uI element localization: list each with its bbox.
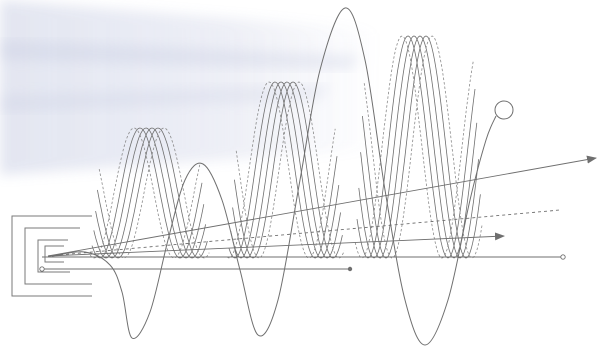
endpoints	[39, 100, 566, 272]
short-ray-end-dot	[347, 266, 353, 272]
wave-cluster-large-line	[360, 35, 479, 259]
circle-endpoint	[494, 100, 514, 120]
wave-cluster-medium-line	[232, 81, 341, 259]
wave-cluster-medium-line	[228, 81, 338, 259]
wave-cluster-large	[354, 35, 483, 259]
wave-cluster-large-line	[362, 35, 481, 259]
ray-upper-arrow	[47, 155, 597, 257]
wave-cluster-large-line	[356, 35, 476, 259]
background-haze	[0, 0, 380, 175]
large-oscillation	[51, 7, 497, 346]
wave-cluster-medium-line	[235, 81, 345, 259]
wave-cluster-medium	[226, 81, 345, 259]
arrow-rays	[42, 155, 597, 270]
bracket-middle	[24, 227, 92, 285]
wave-cluster-large-line	[354, 35, 474, 259]
bracket-outer	[11, 215, 92, 297]
origin-dot	[39, 266, 45, 272]
wave-cluster-small-line	[91, 127, 203, 259]
wave-cluster-medium-line	[230, 81, 340, 259]
wave-cluster-small	[89, 127, 210, 259]
wave-cluster-small-line	[89, 127, 201, 259]
wave-cluster-large-line	[363, 35, 483, 259]
wave-cluster-medium-line	[234, 81, 343, 259]
large-oscillation-curve	[51, 7, 497, 346]
horizontal-end-dot	[560, 254, 566, 260]
ray-middle-arrow	[47, 232, 505, 257]
wave-clusters	[89, 35, 483, 259]
nested-bracket-emitter	[11, 215, 92, 297]
ray-dashed	[47, 209, 561, 257]
bracket-inner	[37, 239, 70, 273]
wave-cluster-small-line	[98, 127, 210, 259]
bracket-core	[44, 245, 64, 263]
